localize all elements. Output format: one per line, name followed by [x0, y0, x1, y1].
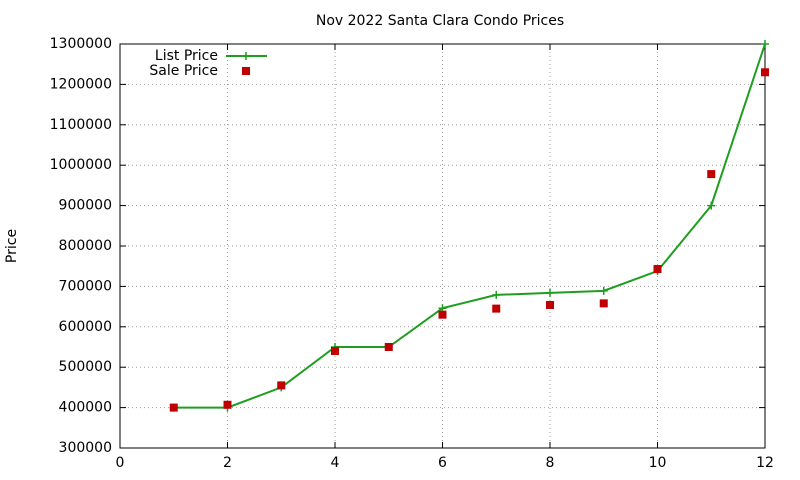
- y-tick-label: 400000: [59, 400, 112, 416]
- x-tick-label: 8: [546, 455, 555, 471]
- point: [492, 304, 501, 313]
- chart-title: Nov 2022 Santa Clara Condo Prices: [316, 13, 564, 29]
- point: [169, 403, 178, 412]
- point: [277, 381, 286, 390]
- point: [223, 400, 232, 409]
- y-tick-label: 900000: [59, 198, 112, 214]
- y-tick-label: 600000: [59, 319, 112, 335]
- plot-frame: [119, 43, 766, 449]
- point: [761, 40, 769, 48]
- point: [438, 310, 447, 319]
- x-tick-label: 12: [756, 455, 774, 471]
- y-tick-label: 1100000: [50, 117, 112, 133]
- y-tick-label: 1000000: [50, 157, 112, 173]
- y-tick-label: 1200000: [50, 76, 112, 92]
- point: [546, 300, 554, 309]
- x-tick-label: 4: [331, 455, 340, 471]
- point: [599, 286, 608, 295]
- point: [599, 299, 608, 308]
- point: [242, 52, 250, 60]
- point: [653, 265, 662, 274]
- x-tick-label: 0: [116, 455, 125, 471]
- y-tick-label: 700000: [59, 278, 112, 294]
- point: [492, 290, 501, 299]
- point: [707, 170, 716, 179]
- series-line: [173, 43, 766, 409]
- point: [384, 343, 393, 351]
- point: [707, 201, 716, 210]
- point: [761, 68, 769, 77]
- point: [242, 67, 250, 75]
- x-tick-label: 2: [223, 455, 232, 471]
- y-tick-label: 300000: [59, 440, 112, 456]
- y-tick-label: 500000: [59, 359, 112, 375]
- y-tick-label: 800000: [59, 238, 112, 254]
- legend-label: List Price: [155, 48, 218, 64]
- point: [331, 347, 339, 356]
- y-tick-label: 1300000: [50, 36, 112, 52]
- x-tick-label: 10: [649, 455, 667, 471]
- legend-label: Sale Price: [149, 63, 218, 79]
- x-tick-label: 6: [438, 455, 447, 471]
- point: [546, 288, 554, 297]
- y-axis-label: Price: [4, 229, 20, 263]
